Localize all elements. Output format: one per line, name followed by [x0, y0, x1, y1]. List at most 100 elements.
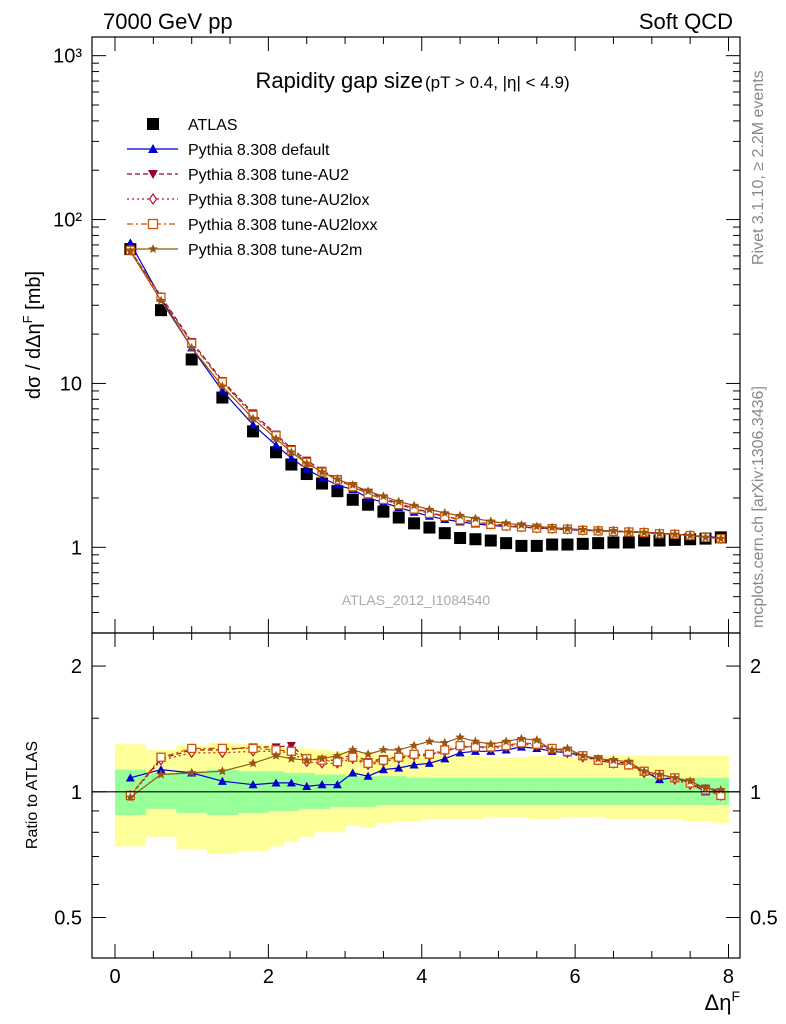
svg-text:ΔηF: ΔηF [705, 988, 741, 1015]
ratio-point [348, 744, 358, 754]
ratio-point [363, 771, 373, 780]
ratio-point [424, 758, 434, 767]
main-y-axis-label: dσ / dΔηF [mb] [20, 271, 45, 399]
ratio-plot-frame [91, 632, 741, 959]
ratio-point [332, 757, 343, 767]
data-point [440, 508, 450, 517]
data-point [547, 522, 557, 532]
data-point [454, 531, 467, 544]
ratio-point [187, 743, 197, 754]
uncertainty-band-inner [299, 772, 315, 809]
data-point [302, 458, 312, 468]
x-axis-label: ΔηF [705, 988, 741, 1015]
ratio-point [394, 763, 404, 772]
x-tick-label: 2 [263, 966, 274, 988]
data-point [377, 505, 390, 518]
legend-item: Pythia 8.308 tune-AU2m [127, 242, 362, 259]
data-point [217, 386, 227, 395]
data-point [500, 537, 513, 550]
ratio-point [562, 743, 573, 753]
data-point [561, 538, 574, 551]
ratio-point [486, 739, 496, 749]
data-point [423, 521, 436, 534]
ratio-series-pythia-8-308-tune-au2m [125, 732, 726, 802]
data-point [576, 537, 589, 550]
y-tick-label: 10² [53, 210, 82, 232]
ratio-point [394, 744, 404, 754]
data-point [247, 425, 260, 438]
ratio-point [440, 754, 450, 763]
data-point [562, 523, 573, 533]
ratio-point [271, 778, 281, 787]
ratio-point [455, 740, 465, 751]
data-point [654, 528, 665, 538]
ratio-point [532, 735, 542, 745]
ratio-point [248, 780, 258, 789]
ratio-point [186, 767, 197, 777]
ratio-point [409, 760, 419, 769]
data-point [530, 539, 543, 552]
ratio-point [378, 744, 389, 754]
data-point [346, 493, 359, 506]
ratio-point [516, 733, 527, 743]
ratio-point [217, 743, 228, 754]
data-point [155, 304, 168, 317]
data-point [685, 530, 695, 540]
ratio-point [624, 756, 634, 766]
data-point [516, 519, 527, 529]
ratio-point [248, 758, 258, 768]
data-point [125, 246, 136, 256]
data-point [394, 496, 404, 506]
legend-item: ATLAS [147, 117, 238, 134]
ratio-point [363, 758, 373, 768]
ratio-y-tick-label-right: 1 [750, 782, 761, 804]
ratio-point [470, 736, 481, 746]
data-point [332, 474, 343, 484]
legend-marker [147, 118, 159, 130]
legend-item: Pythia 8.308 tune-AU2lox [127, 192, 369, 209]
ratio-plot-panel: 0.5 0.5 1 1 2 2 0 2 4 6 8 Ratio to ATLAS ΔηF [24, 632, 778, 1015]
data-point [438, 527, 451, 540]
legend-item: Pythia 8.308 default [127, 142, 330, 159]
data-point [186, 342, 197, 352]
process-label: Soft QCD [639, 9, 733, 34]
ratio-point [685, 776, 695, 786]
legend: ATLAS Pythia 8.308 default Pythia 8.308 tu… [127, 117, 377, 259]
x-tick-label: 4 [416, 966, 427, 988]
x-tick-label: 8 [723, 966, 734, 988]
data-point [501, 518, 511, 528]
main-series-pythia-8-308-tune-au2m [125, 246, 726, 543]
data-point [363, 486, 373, 496]
data-point [271, 440, 281, 449]
data-point [271, 433, 281, 443]
x-tick-label: 6 [570, 966, 581, 988]
data-point [622, 536, 635, 549]
ratio-point [248, 743, 258, 754]
ratio-point [700, 783, 711, 793]
data-point [470, 513, 481, 523]
data-point [286, 453, 296, 462]
legend-label: Pythia 8.308 default [188, 142, 330, 159]
ratio-point [501, 736, 511, 746]
main-chart-subtitle: (pT > 0.4, |η| < 4.9) [425, 73, 570, 92]
main-series-pythia-8-308-tune-au2 [125, 246, 726, 543]
ratio-point [332, 750, 343, 760]
ratio-point [593, 753, 603, 763]
data-point [670, 529, 680, 539]
data-point [217, 381, 228, 391]
uncertainty-band-inner [268, 771, 285, 811]
ratio-point [455, 732, 465, 742]
ratio-point [286, 778, 296, 787]
data-point [248, 420, 258, 429]
data-point [270, 446, 283, 459]
legend-marker [147, 218, 159, 230]
ratio-point [409, 749, 419, 759]
data-point [455, 510, 465, 520]
ratio-point [286, 753, 297, 763]
y-tick-label: 10³ [53, 46, 82, 68]
legend-label: Pythia 8.308 tune-AU2m [188, 242, 362, 259]
ratio-point [317, 780, 327, 789]
main-series-line [129, 242, 721, 538]
legend-label: ATLAS [188, 117, 238, 134]
watermark: ATLAS_2012_I1084540 [342, 592, 491, 608]
